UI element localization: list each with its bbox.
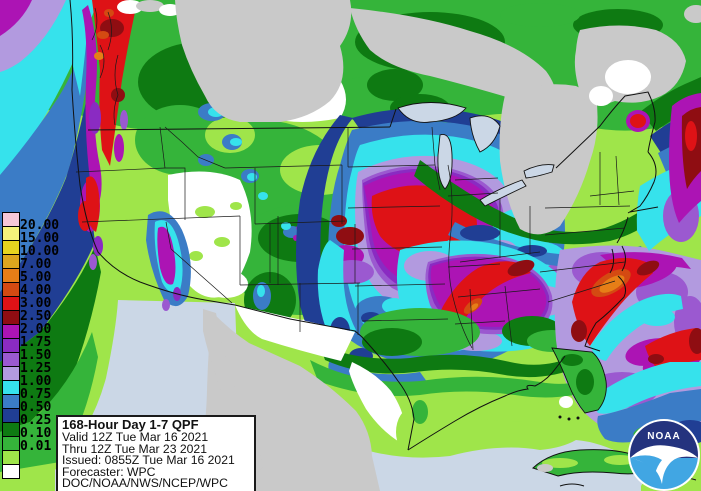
legend-value: 10.00 bbox=[20, 244, 60, 259]
legend-swatch bbox=[2, 352, 20, 367]
legend-value: 1.25 bbox=[20, 361, 52, 376]
legend-swatch bbox=[2, 408, 20, 423]
forecast-info-box: 168-Hour Day 1-7 QPF Valid 12Z Tue Mar 1… bbox=[56, 415, 256, 491]
legend-swatch bbox=[2, 212, 20, 227]
legend-value: 0.01 bbox=[20, 439, 52, 454]
legend-value: 0.25 bbox=[20, 413, 52, 428]
legend-value: 1.50 bbox=[20, 348, 52, 363]
legend-value: 1.00 bbox=[20, 374, 52, 389]
legend-swatch bbox=[2, 450, 20, 465]
legend-swatch bbox=[2, 310, 20, 325]
legend-swatch bbox=[2, 296, 20, 311]
legend-value: 15.00 bbox=[20, 231, 60, 246]
legend-swatch bbox=[2, 394, 20, 409]
legend-value: 3.00 bbox=[20, 296, 52, 311]
legend-value: 4.00 bbox=[20, 283, 52, 298]
noaa-seagull-icon bbox=[630, 445, 698, 484]
noaa-logo-text: NOAA bbox=[647, 431, 680, 442]
legend-value: 5.00 bbox=[20, 270, 52, 285]
legend-swatch bbox=[2, 338, 20, 353]
legend-swatch bbox=[2, 226, 20, 241]
thru-time: Thru 12Z Tue Mar 23 2021 bbox=[62, 441, 207, 456]
legend-swatch bbox=[2, 436, 20, 451]
legend-swatch bbox=[2, 240, 20, 255]
legend-value: 20.00 bbox=[20, 218, 60, 233]
legend-value: 2.00 bbox=[20, 322, 52, 337]
valid-time: Valid 12Z Tue Mar 16 2021 bbox=[62, 430, 209, 444]
legend-swatch bbox=[2, 254, 20, 269]
legend-swatch bbox=[2, 282, 20, 297]
legend-value: 2.50 bbox=[20, 309, 52, 324]
precip-legend: 20.00 15.00 10.00 7.00 5.00 4.00 3.00 2.50 2.00 1… bbox=[2, 212, 72, 479]
legend-value: 7.00 bbox=[20, 257, 52, 272]
map-title: 168-Hour Day 1-7 QPF bbox=[62, 417, 199, 432]
legend-value: 0.75 bbox=[20, 387, 52, 402]
noaa-logo: NOAA bbox=[628, 419, 700, 491]
forecaster: Forecaster: WPC bbox=[62, 464, 156, 479]
legend-swatch bbox=[2, 324, 20, 339]
legend-swatch bbox=[2, 422, 20, 437]
legend-swatch bbox=[2, 268, 20, 283]
legend-swatch bbox=[2, 464, 20, 479]
legend-swatch bbox=[2, 366, 20, 381]
legend-swatch bbox=[2, 380, 20, 395]
agency-line: DOC/NOAA/NWS/NCEP/WPC bbox=[62, 476, 228, 491]
legend-value: 0.10 bbox=[20, 426, 52, 441]
issued-time: Issued: 0855Z Tue Mar 16 2021 bbox=[62, 453, 235, 468]
legend-value: 0.50 bbox=[20, 400, 52, 415]
legend-value: 1.75 bbox=[20, 335, 52, 350]
